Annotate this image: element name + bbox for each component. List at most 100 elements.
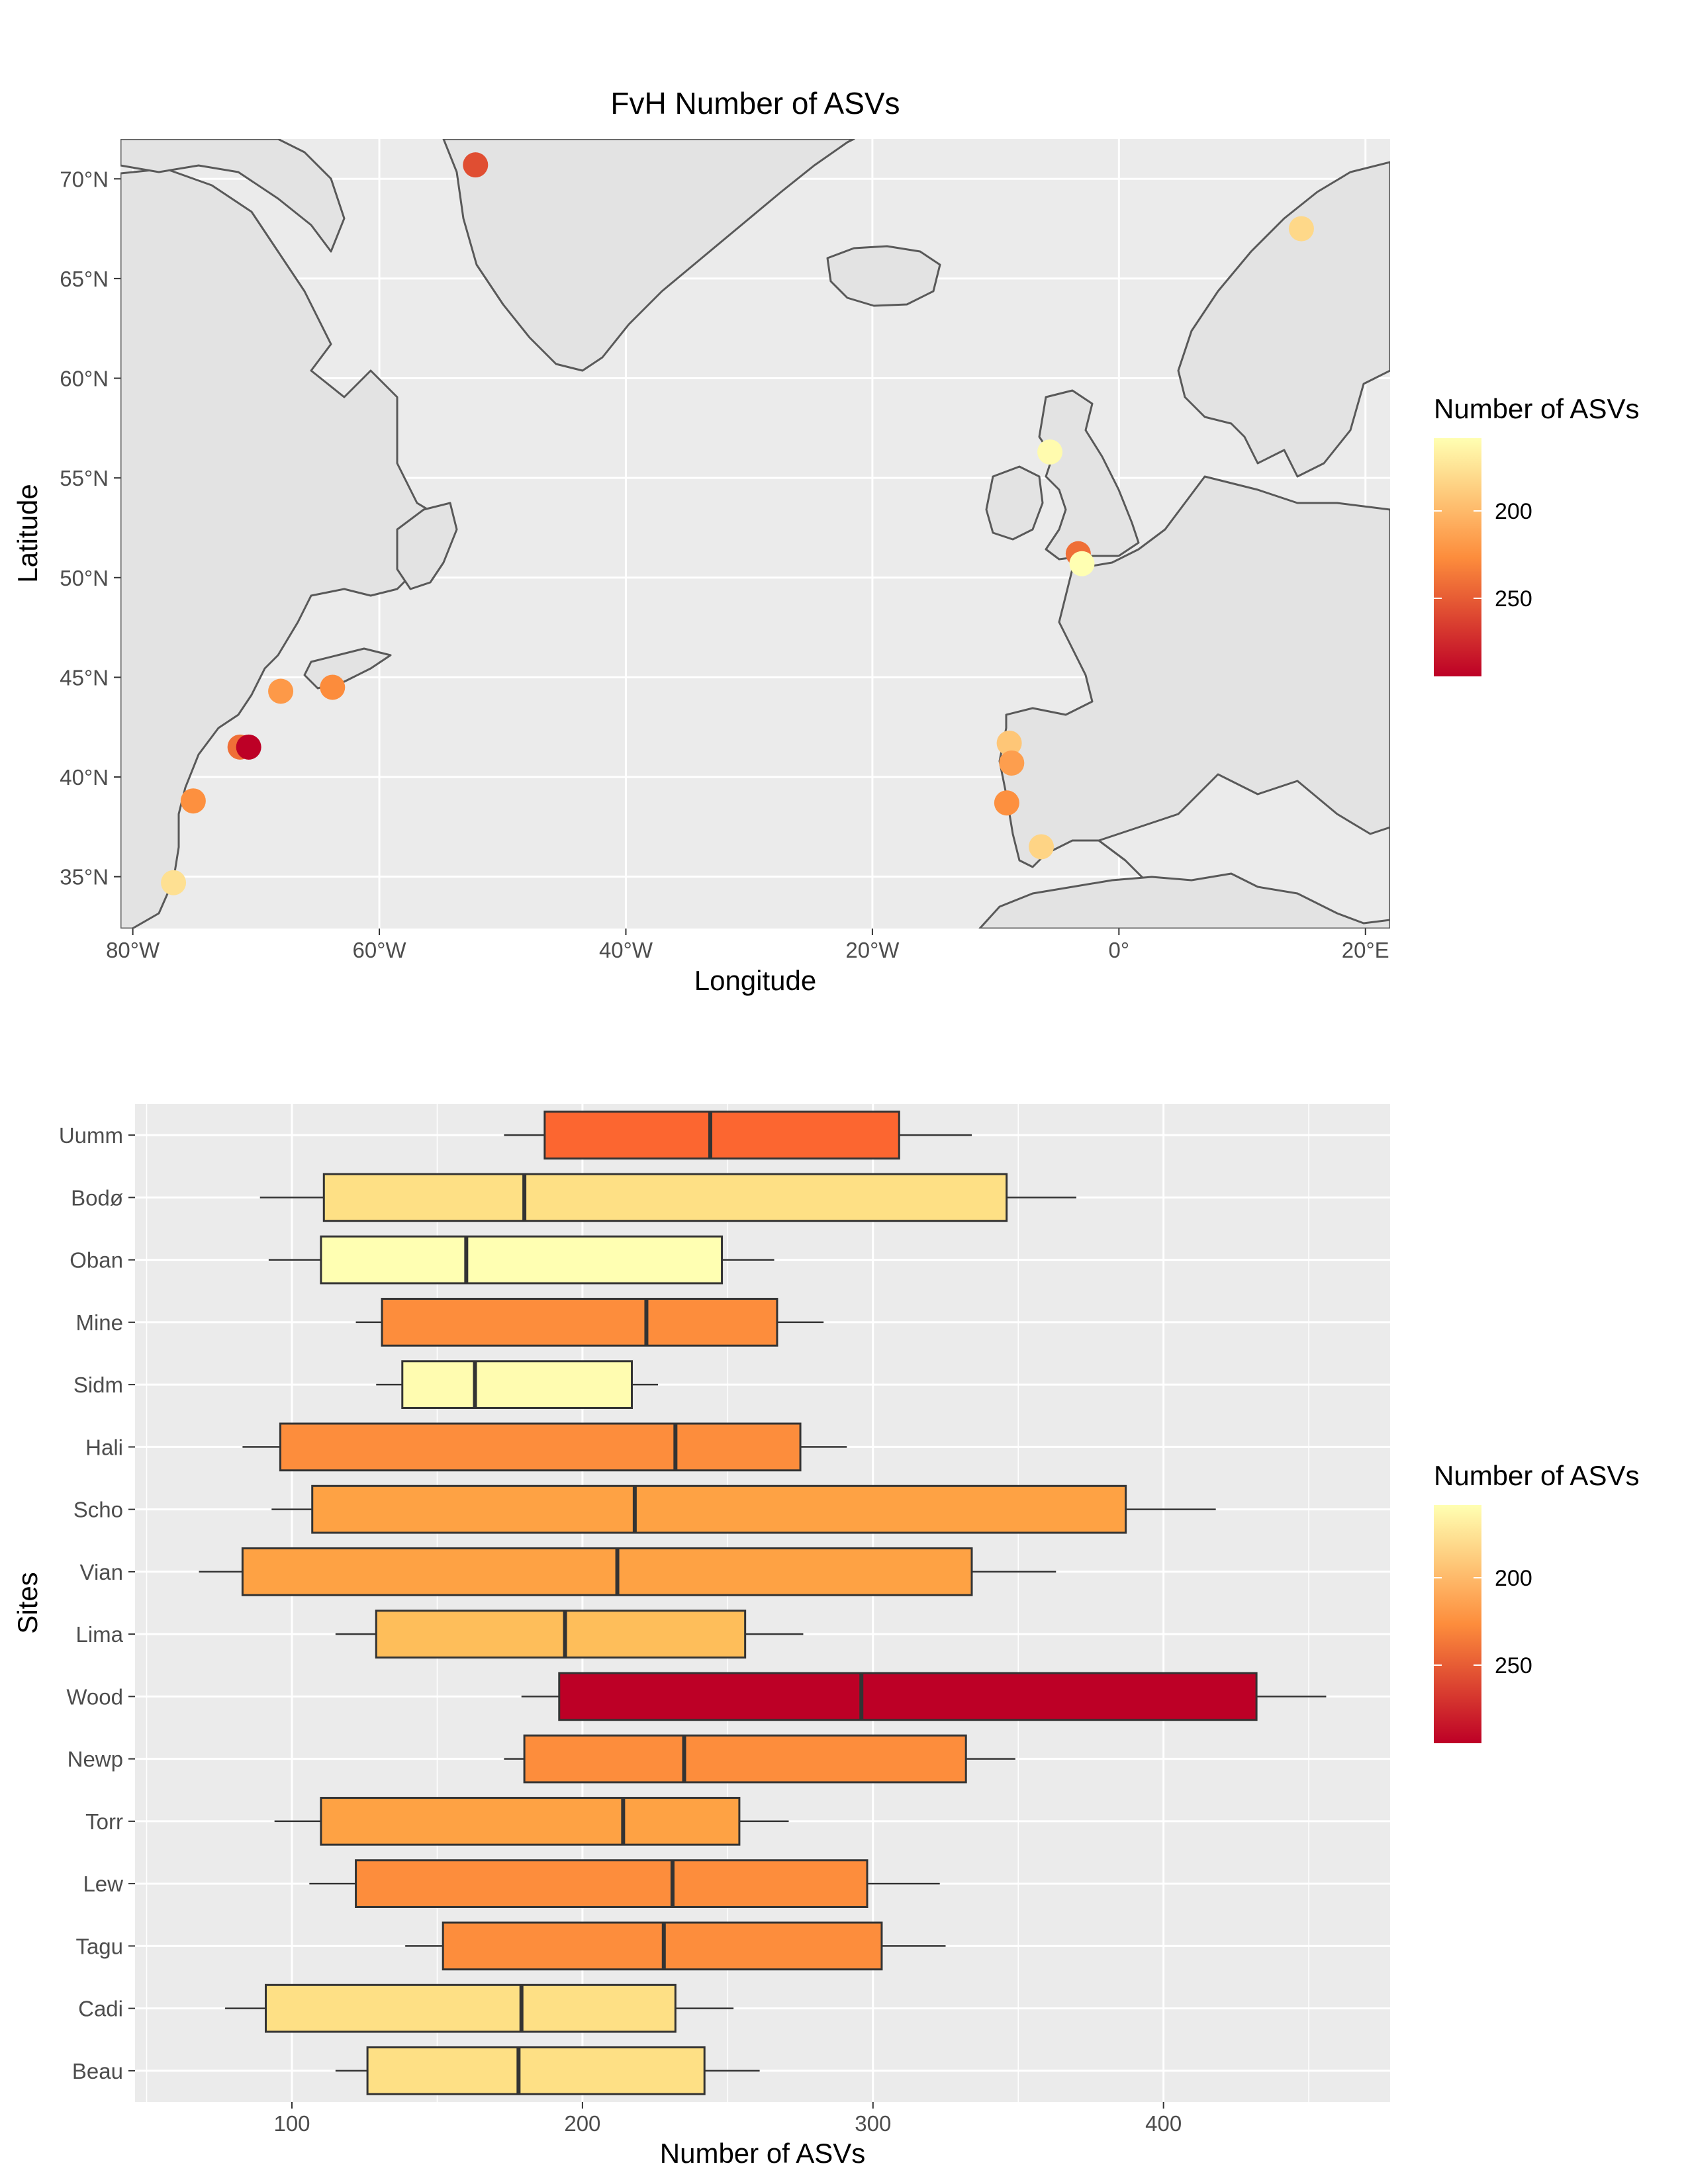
map-y-tick-label: 40°N [60, 765, 109, 790]
ireland-coastline [985, 465, 1044, 541]
box-wood [521, 1672, 1327, 1721]
box-lima [335, 1610, 804, 1659]
box-iqr [320, 1235, 724, 1285]
box-iqr [311, 1484, 1127, 1534]
iceland-coastline [826, 245, 941, 307]
map-landmasses [120, 139, 1390, 929]
map-point [161, 870, 187, 895]
baffin-island-coastline [120, 139, 346, 253]
map-legend-label-250: 250 [1495, 586, 1532, 612]
boxplot-boxes [199, 1111, 1327, 2095]
map-y-tick-label: 60°N [60, 367, 109, 391]
scandinavia-coastline [1177, 161, 1390, 478]
map-point [1029, 834, 1055, 860]
site-label: Scho [73, 1498, 123, 1522]
boxplot-x-tick-label: 200 [564, 2111, 600, 2136]
box-iqr [558, 1672, 1258, 1721]
greenland-coastline [442, 139, 855, 372]
map-point [180, 788, 206, 814]
map-point [268, 678, 294, 704]
site-label: Hali [85, 1435, 123, 1459]
site-label: Uumm [59, 1123, 123, 1148]
map-y-axis-label: Latitude [12, 484, 43, 582]
box-iqr [241, 1547, 973, 1596]
boxplot-x-axis-label: Number of ASVs [660, 2138, 865, 2169]
box-vian [199, 1547, 1056, 1596]
site-label: Cadi [78, 1997, 123, 2021]
north-africa-coastline [978, 872, 1390, 929]
map-x-tick-label: 60°W [353, 938, 407, 962]
map-axes: 80°W 60°W 40°W 20°W 0° 20°E 35°N 40°N 45°N 50°N 55… [60, 167, 1389, 962]
map-point [999, 750, 1025, 776]
map-legend: Number of ASVs 200 250 [1434, 393, 1639, 676]
map-point [1069, 551, 1095, 576]
site-label: Lew [83, 1872, 123, 1896]
map-x-tick-label: 20°W [845, 938, 900, 962]
newfoundland-coastline [396, 502, 458, 590]
map-sample-points [161, 152, 1314, 895]
box-lew [309, 1859, 940, 1908]
boxplot-axes: Uumm Bodø Oban Mine Sidm Hali Scho Vian Lima Wood… [59, 1123, 1182, 2136]
box-iqr [265, 1983, 677, 2033]
map-legend-colorbar [1434, 438, 1481, 676]
boxplot-legend-label-200: 200 [1495, 1566, 1532, 1591]
north-america-coastline [120, 167, 451, 929]
map-x-tick-label: 80°W [106, 938, 160, 962]
box-iqr [401, 1360, 633, 1409]
map-title: FvH Number of ASVs [610, 86, 900, 120]
box-iqr [366, 2046, 706, 2095]
boxplot-legend-colorbar [1434, 1505, 1481, 1743]
box-iqr [381, 1298, 778, 1347]
box-cadi [225, 1983, 734, 2033]
boxplot-legend-label-250: 250 [1495, 1653, 1532, 1678]
site-label: Tagu [75, 1934, 123, 1958]
map-y-tick-label: 50°N [60, 566, 109, 590]
box-iqr [375, 1610, 747, 1659]
boxplot-y-axis-label: Sites [12, 1572, 43, 1633]
site-label: Bodø [71, 1185, 123, 1210]
box-bodø [259, 1173, 1076, 1222]
map-legend-title: Number of ASVs [1434, 393, 1639, 424]
site-label: Newp [68, 1747, 123, 1772]
site-label: Wood [66, 1684, 123, 1709]
box-scho [271, 1484, 1216, 1534]
site-label: Mine [75, 1310, 123, 1335]
map-y-tick-label: 65°N [60, 267, 109, 291]
map-point [1037, 439, 1063, 465]
map-y-tick-label: 45°N [60, 665, 109, 690]
box-iqr [543, 1111, 900, 1160]
box-torr [274, 1797, 789, 1846]
map-point [320, 674, 346, 700]
map-x-tick-label: 20°E [1342, 938, 1389, 962]
map-y-tick-label: 70°N [60, 167, 109, 191]
box-iqr [523, 1734, 967, 1784]
site-label: Lima [75, 1622, 123, 1647]
site-label: Torr [85, 1809, 123, 1834]
site-label: Beau [72, 2059, 123, 2083]
boxplot-x-tick-label: 300 [855, 2111, 891, 2136]
box-iqr [355, 1859, 868, 1908]
map-x-tick-label: 40°W [599, 938, 653, 962]
box-sidm [376, 1360, 658, 1409]
box-iqr [320, 1797, 741, 1846]
box-newp [504, 1734, 1015, 1784]
map-x-tick-label: 0° [1109, 938, 1130, 962]
box-mine [355, 1298, 824, 1347]
site-label: Sidm [73, 1373, 123, 1397]
map-y-tick-label: 35°N [60, 865, 109, 889]
map-point [236, 734, 261, 760]
box-tagu [405, 1921, 946, 1971]
box-beau [335, 2046, 760, 2095]
map-y-tick-label: 55°N [60, 466, 109, 490]
boxplot-legend: Number of ASVs 200 250 [1434, 1460, 1639, 1743]
map-x-axis-label: Longitude [694, 965, 817, 996]
box-hali [242, 1422, 847, 1472]
boxplot-x-tick-label: 400 [1145, 2111, 1182, 2136]
site-label: Oban [70, 1248, 123, 1273]
box-iqr [279, 1422, 802, 1472]
site-label: Vian [80, 1560, 123, 1584]
map-point [1288, 216, 1314, 242]
map-point [463, 152, 489, 178]
boxplot-legend-title: Number of ASVs [1434, 1460, 1639, 1491]
